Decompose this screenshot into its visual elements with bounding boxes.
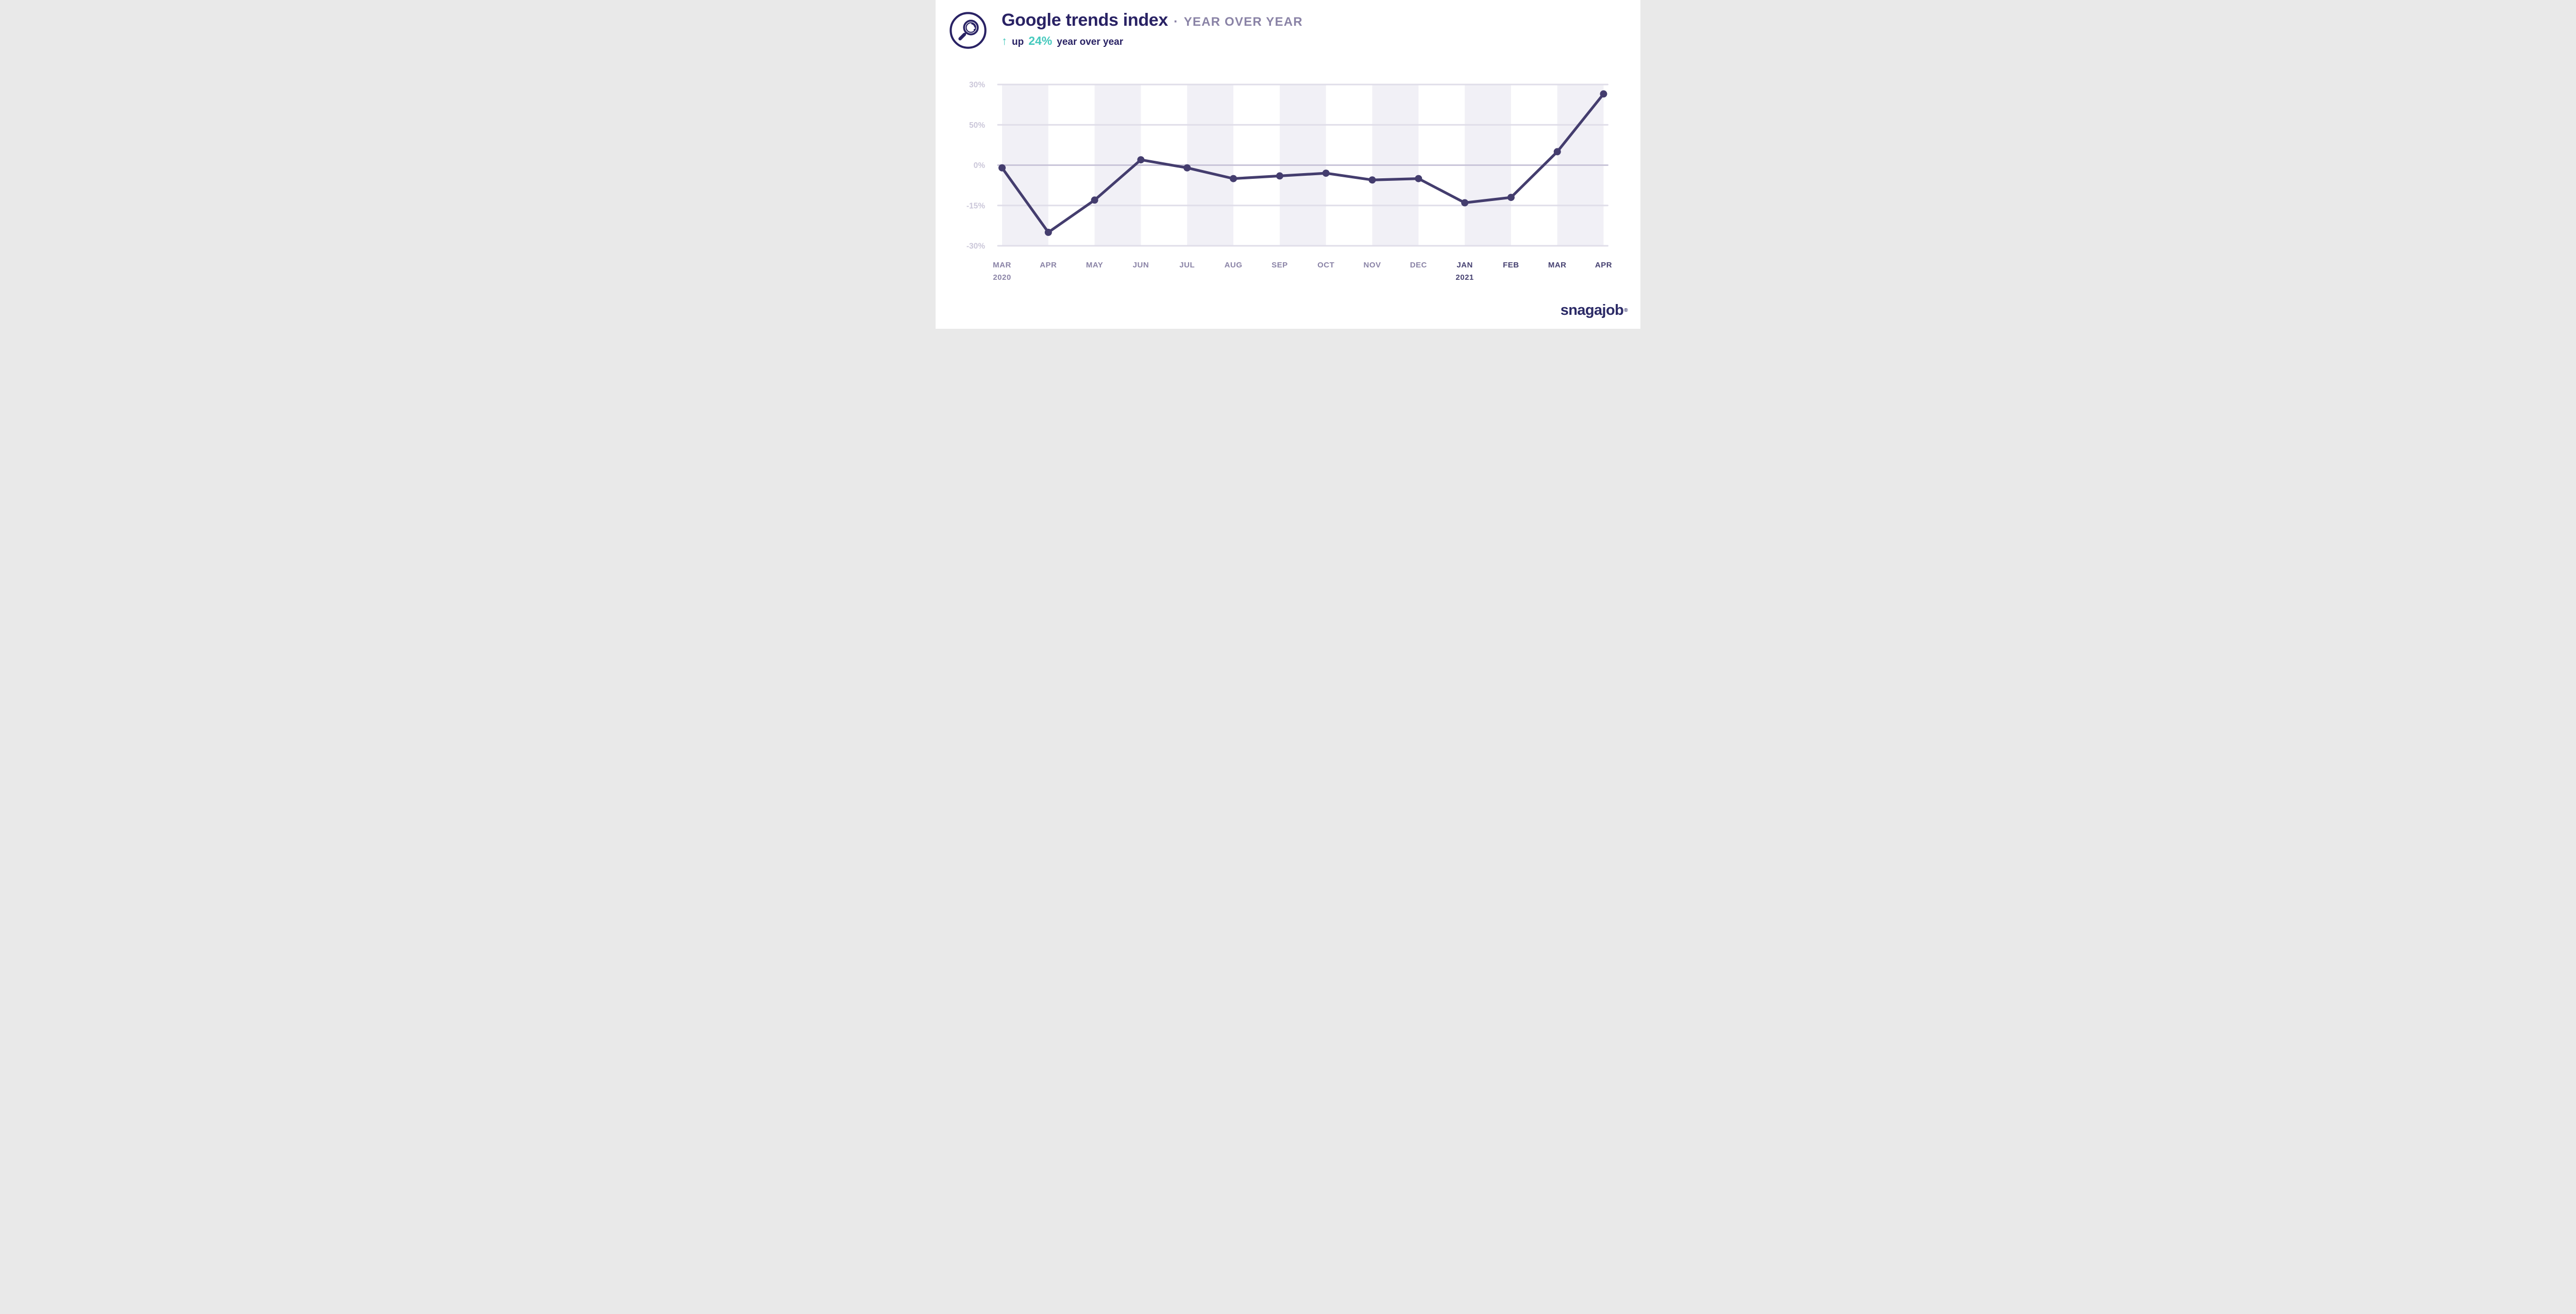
data-point-0-MAR bbox=[998, 164, 1006, 172]
x-tick-6-SEP: SEP bbox=[1272, 261, 1288, 269]
x-tick-1-APR: APR bbox=[1040, 261, 1057, 269]
icon-outer-circle bbox=[950, 12, 987, 49]
data-point-1-APR bbox=[1044, 228, 1052, 236]
data-point-5-AUG bbox=[1230, 175, 1237, 182]
icon-lens-inner bbox=[965, 22, 976, 33]
x-tick-0-MAR: MAR bbox=[993, 261, 1011, 269]
title-separator: · bbox=[1174, 13, 1178, 29]
data-point-12-MAR bbox=[1553, 148, 1561, 156]
x-tick-11-FEB: FEB bbox=[1503, 261, 1519, 269]
x-tick-12-MAR: MAR bbox=[1548, 261, 1567, 269]
title-row: Google trends index · YEAR OVER YEAR bbox=[1002, 10, 1303, 30]
y-tick-0%: 0% bbox=[974, 161, 986, 170]
trend-summary: ↑ up 24% year over year bbox=[1002, 34, 1303, 48]
x-tick-2-MAY: MAY bbox=[1086, 261, 1103, 269]
trend-prefix: up bbox=[1012, 37, 1024, 47]
page-title: Google trends index bbox=[1002, 10, 1168, 30]
trend-line-chart: 30% 50% 0% -15% -30% MAR APR MAY JUN JUL AUG SEP OCT… bbox=[967, 81, 1612, 282]
x-tick-10-JAN: JAN bbox=[1456, 261, 1473, 269]
y-tick--15%: -15% bbox=[967, 201, 985, 210]
data-point-10-JAN bbox=[1461, 199, 1469, 207]
trend-suffix: year over year bbox=[1057, 37, 1124, 47]
up-arrow-icon: ↑ bbox=[1002, 34, 1007, 47]
brand-name: snagajob bbox=[1560, 302, 1624, 318]
x-tick-8-NOV: NOV bbox=[1363, 261, 1381, 269]
icon-handle bbox=[958, 32, 967, 41]
data-point-8-NOV bbox=[1368, 176, 1376, 184]
magnifier-icon bbox=[949, 11, 987, 49]
brand-logo: snagajob® bbox=[1561, 302, 1628, 319]
magnifier-icon-svg bbox=[950, 12, 987, 49]
y-tick-30%: 30% bbox=[969, 81, 985, 90]
data-point-11-FEB bbox=[1507, 194, 1515, 201]
y-tick--30%: -30% bbox=[967, 242, 985, 251]
x-tick-4-JUL: JUL bbox=[1179, 261, 1195, 269]
x-tick-9-DEC: DEC bbox=[1410, 261, 1427, 269]
data-point-13-APR bbox=[1600, 90, 1607, 98]
data-point-7-OCT bbox=[1322, 170, 1330, 177]
x-tick-5-AUG: AUG bbox=[1225, 261, 1243, 269]
data-point-9-DEC bbox=[1415, 175, 1422, 182]
x-tick-3-JUN: JUN bbox=[1133, 261, 1149, 269]
trend-line bbox=[1001, 92, 1605, 234]
trend-value: 24% bbox=[1028, 34, 1053, 47]
x-year-label-2021: 2021 bbox=[1455, 273, 1473, 282]
x-tick-13-APR: APR bbox=[1595, 261, 1612, 269]
data-point-3-JUN bbox=[1137, 156, 1145, 164]
y-tick-50%: 50% bbox=[969, 121, 985, 130]
infographic-page: Google trends index · YEAR OVER YEAR ↑ u… bbox=[936, 0, 1640, 329]
icon-lens-outer bbox=[963, 20, 979, 36]
header: Google trends index · YEAR OVER YEAR ↑ u… bbox=[1002, 10, 1303, 48]
data-point-2-MAY bbox=[1091, 196, 1098, 204]
icon-lens-highlight bbox=[971, 23, 976, 28]
x-tick-7-OCT: OCT bbox=[1317, 261, 1334, 269]
x-year-label-2020: 2020 bbox=[993, 273, 1011, 282]
data-point-6-SEP bbox=[1276, 172, 1283, 180]
title-qualifier: YEAR OVER YEAR bbox=[1183, 15, 1303, 29]
registered-trademark-icon: ® bbox=[1624, 308, 1628, 313]
data-point-4-JUL bbox=[1183, 164, 1191, 172]
